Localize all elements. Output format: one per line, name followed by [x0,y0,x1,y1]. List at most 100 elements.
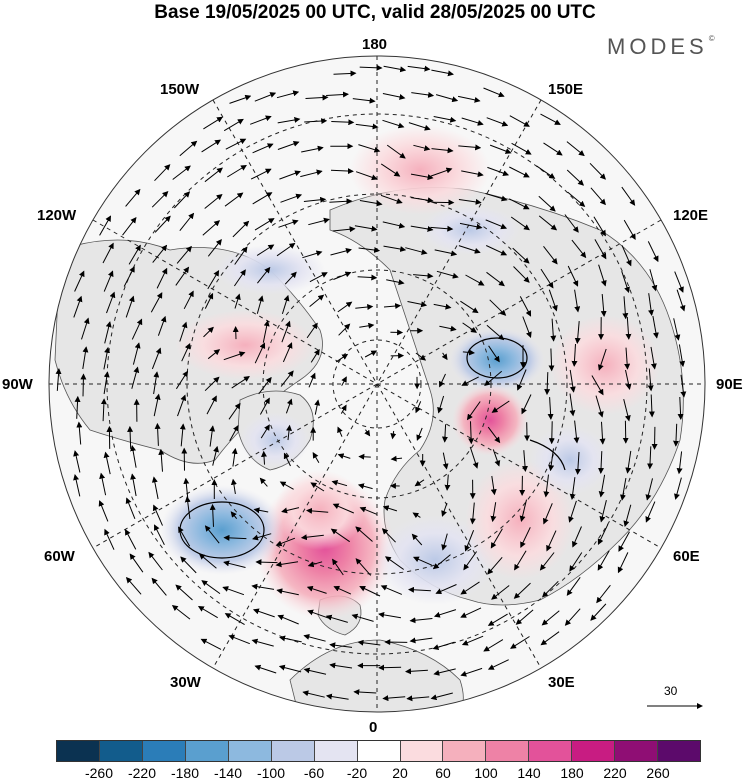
wind-vector-arrow [431,69,454,77]
wind-vector-arrow [256,244,275,256]
wind-vector-arrow [430,692,453,701]
wind-vector-arrow [484,370,503,387]
wind-vector-arrow [540,268,554,289]
wind-vector-arrow [284,271,297,285]
wind-vector-arrow [621,186,636,206]
wind-vector-arrow [649,269,658,292]
wind-vector-arrow [262,320,270,343]
wind-vector-arrow [416,427,423,441]
wind-vector-arrow [458,144,482,151]
wind-vector-arrow [513,266,530,283]
wind-vector-arrow [485,219,508,230]
wind-vector-arrow [333,271,352,280]
wind-vector-arrow [223,118,244,132]
wind-vector-arrow [673,318,681,341]
wind-vector-arrow [390,455,403,462]
wind-vector-arrow [197,605,218,619]
wind-vector-arrow [201,580,221,595]
wind-vector-arrow [466,401,481,421]
brand-mark: © [708,34,715,43]
wind-vector-arrow [590,187,606,206]
wind-vector-arrow [430,225,454,232]
wind-vector-arrow [566,169,585,186]
wind-vector-arrow [179,140,198,157]
wind-vector-arrow [510,216,530,231]
wind-vector-arrow [384,556,404,570]
modes-logo: MODES© [607,34,715,60]
wind-vector-arrow [332,226,356,233]
wind-vector-arrow [252,608,275,618]
wind-vector-arrow [351,613,374,622]
lon-label-90e: 90E [716,376,743,393]
wind-vector-arrow [461,117,484,126]
colorbar-tick-label: -260 [84,765,114,781]
wind-vector-arrow [411,533,423,546]
anomaly-east-europe-negative [530,425,610,495]
colorbar-swatch [400,741,444,761]
wind-vector-arrow [543,245,558,265]
wind-vector-arrow [407,65,431,72]
colorbar-swatch [99,741,143,761]
wind-vector-arrow [261,450,268,465]
wind-vector-arrow [280,193,303,203]
wind-vector-arrow [511,142,532,155]
colorbar-ticks: -260 -220 -180 -140 -100 -60 -20 20 60 100 140 180 2… [0,765,750,783]
wind-vector-arrow [520,527,531,549]
wind-vector-arrow [680,374,687,398]
brand-text: MODES [607,34,708,59]
wind-vector-arrow [380,163,401,177]
colorbar-swatch [615,741,659,761]
wind-vector-arrow [341,376,347,386]
wind-vector-arrow [227,164,247,178]
wind-vector-arrow [409,617,433,624]
wind-vector-arrow [276,90,300,99]
wind-vector-arrow [676,289,686,312]
wind-vector-arrow [276,588,299,596]
wind-vector-arrow [489,299,507,316]
wind-vector-arrow [382,695,406,702]
wind-vector-arrow [254,664,277,674]
wind-vector-arrow [132,342,141,365]
lon-label-60e: 60E [673,548,700,565]
wind-vector-arrow [483,639,504,652]
wind-vector-arrow [574,451,581,475]
colorbar-swatch [658,741,701,761]
anomaly-siberia-negative-east [420,205,520,255]
wind-vector-arrow [280,370,294,387]
wind-vector-arrow [279,170,301,180]
wind-vector-arrow [434,249,458,257]
wind-vector-arrow [153,393,161,417]
anomaly-hudson-negative [240,412,310,468]
wind-vector-arrow [458,198,482,205]
wind-vector-arrow [433,609,457,618]
wind-vector-arrow [647,446,654,470]
wind-vector-arrow [338,323,351,336]
wind-vector-arrow [329,642,353,649]
anomaly-europe-positive-band [275,470,365,550]
wind-vector-arrow [183,290,194,310]
wind-vector-arrow [673,423,680,447]
wind-vector-arrow [538,215,558,231]
wind-vector-arrow [359,322,375,329]
colorbar-tick-label: 60 [435,765,451,781]
wind-vector-arrow [203,326,214,338]
wind-vector-arrow [253,507,269,514]
wind-vector-arrow [620,478,627,501]
wind-vector-arrow [99,472,107,496]
wind-vector-arrow [567,265,579,287]
wind-vector-arrow [337,301,353,313]
wind-vector-arrow [325,614,348,623]
wind-vector-arrow [229,424,239,442]
wind-vector-arrow [544,372,551,396]
wind-vector-arrow [461,170,484,178]
wind-vector-arrow [599,499,607,523]
wind-vector-arrow [460,581,480,595]
wind-vector-arrow [331,480,348,487]
wind-vector-arrow [358,246,381,253]
wind-vector-arrow [674,271,684,293]
wind-vector-arrow [519,499,527,522]
wind-vector-arrow [597,524,609,546]
wind-vector-arrow [286,424,293,441]
wind-vector-arrow [131,318,143,340]
wind-vector-arrow [129,553,144,573]
